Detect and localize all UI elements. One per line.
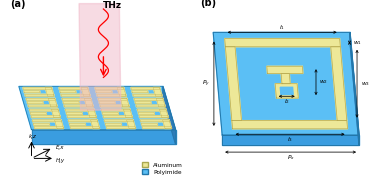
Polygon shape — [32, 120, 62, 122]
Polygon shape — [156, 98, 165, 107]
Polygon shape — [79, 4, 121, 110]
Polygon shape — [104, 120, 134, 122]
Polygon shape — [140, 120, 170, 122]
Polygon shape — [31, 130, 175, 144]
Text: k,z: k,z — [29, 134, 37, 139]
Text: $l_3$: $l_3$ — [287, 135, 293, 144]
Polygon shape — [160, 109, 169, 118]
Text: THz: THz — [103, 1, 122, 10]
Polygon shape — [66, 112, 82, 114]
Polygon shape — [30, 112, 46, 114]
Polygon shape — [67, 116, 96, 118]
Polygon shape — [54, 120, 64, 129]
Polygon shape — [34, 127, 64, 129]
Polygon shape — [222, 135, 359, 145]
Text: $P_x$: $P_x$ — [287, 153, 294, 162]
Text: $l_1$: $l_1$ — [279, 23, 285, 32]
Polygon shape — [101, 109, 130, 111]
Polygon shape — [81, 87, 90, 96]
Polygon shape — [142, 127, 172, 129]
Polygon shape — [60, 91, 76, 93]
Polygon shape — [275, 84, 298, 98]
Polygon shape — [99, 102, 115, 103]
Polygon shape — [267, 66, 303, 73]
Polygon shape — [106, 127, 136, 129]
Polygon shape — [102, 112, 118, 114]
Text: E,x: E,x — [56, 145, 64, 150]
Polygon shape — [127, 120, 136, 129]
Text: $P_y$: $P_y$ — [202, 79, 210, 89]
Polygon shape — [232, 121, 347, 129]
Polygon shape — [213, 32, 359, 135]
Polygon shape — [105, 123, 122, 125]
Polygon shape — [100, 105, 129, 107]
Polygon shape — [19, 86, 175, 130]
Polygon shape — [132, 91, 148, 93]
Polygon shape — [84, 98, 93, 107]
Polygon shape — [24, 91, 40, 93]
Polygon shape — [153, 87, 162, 96]
Text: (a): (a) — [10, 0, 25, 9]
Polygon shape — [33, 123, 50, 125]
Polygon shape — [87, 109, 96, 118]
Polygon shape — [62, 98, 91, 100]
Polygon shape — [64, 105, 93, 107]
Polygon shape — [117, 87, 126, 96]
Polygon shape — [163, 86, 175, 144]
Text: H,y: H,y — [56, 158, 65, 163]
Polygon shape — [95, 87, 124, 89]
Text: (b): (b) — [201, 0, 217, 8]
Polygon shape — [27, 102, 43, 103]
Polygon shape — [131, 87, 160, 89]
Polygon shape — [96, 91, 112, 93]
Text: $l_2$: $l_2$ — [284, 97, 290, 106]
Polygon shape — [136, 105, 165, 107]
Polygon shape — [141, 123, 158, 125]
Polygon shape — [124, 109, 132, 118]
Polygon shape — [23, 87, 52, 89]
Polygon shape — [45, 87, 54, 96]
Polygon shape — [61, 94, 90, 96]
Polygon shape — [135, 102, 151, 103]
Polygon shape — [69, 123, 86, 125]
Polygon shape — [63, 102, 79, 103]
Polygon shape — [97, 94, 126, 96]
Polygon shape — [280, 87, 293, 94]
Polygon shape — [225, 47, 242, 121]
Polygon shape — [25, 94, 54, 96]
Polygon shape — [65, 109, 94, 111]
Text: $w_1$: $w_1$ — [353, 39, 362, 47]
Polygon shape — [48, 98, 57, 107]
Polygon shape — [225, 39, 340, 47]
Polygon shape — [134, 98, 163, 100]
Polygon shape — [133, 94, 162, 96]
Polygon shape — [29, 109, 59, 111]
Polygon shape — [163, 120, 172, 129]
Text: $w_2$: $w_2$ — [319, 78, 328, 86]
Polygon shape — [331, 47, 347, 121]
Polygon shape — [281, 73, 290, 84]
Polygon shape — [59, 87, 88, 89]
Polygon shape — [120, 98, 129, 107]
Polygon shape — [68, 120, 98, 122]
Polygon shape — [139, 116, 169, 118]
Polygon shape — [26, 98, 55, 100]
Legend: Aluminum, Polyimide: Aluminum, Polyimide — [140, 160, 185, 177]
Polygon shape — [28, 105, 57, 107]
Polygon shape — [51, 109, 60, 118]
Polygon shape — [137, 109, 166, 111]
Polygon shape — [350, 32, 359, 145]
Text: $w_3$: $w_3$ — [361, 80, 370, 88]
Polygon shape — [98, 98, 127, 100]
Polygon shape — [31, 116, 60, 118]
Polygon shape — [91, 120, 99, 129]
Polygon shape — [70, 127, 99, 129]
Polygon shape — [138, 112, 155, 114]
Polygon shape — [103, 116, 132, 118]
